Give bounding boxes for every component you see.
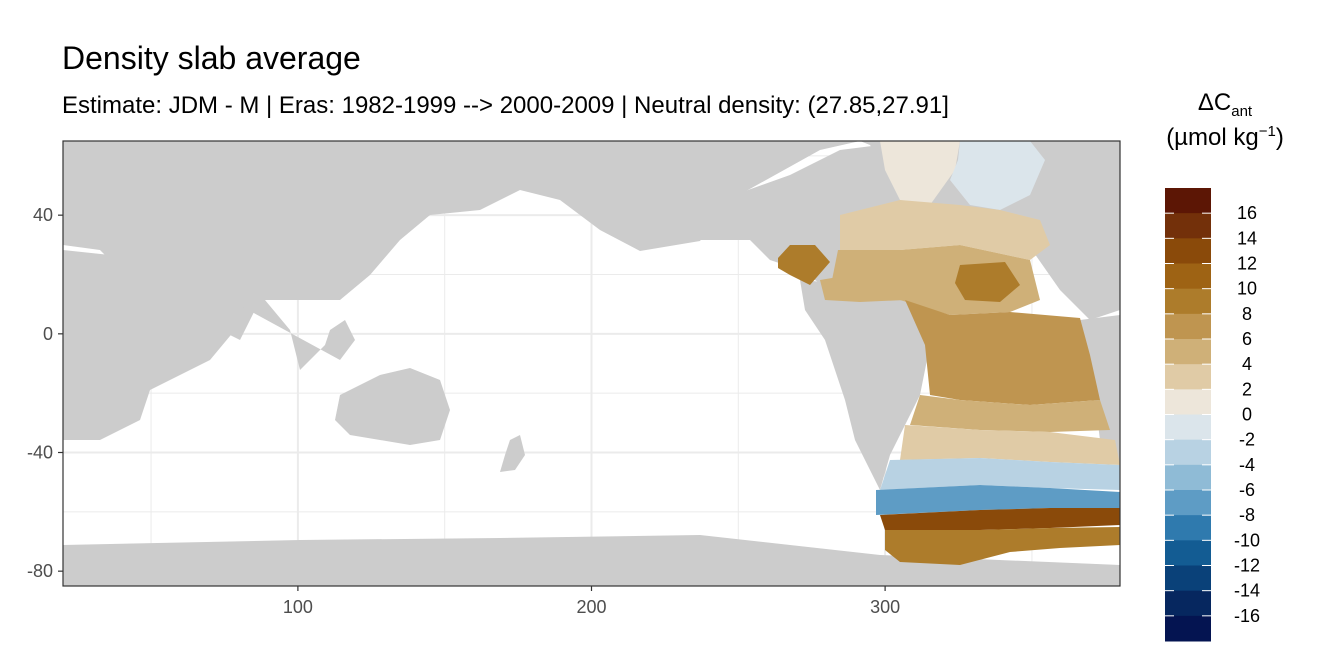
legend-swatch-1 [1165,213,1211,239]
ocean-cell-8 [910,395,1110,432]
legend-swatch-5 [1165,313,1211,340]
legend-label-9: -2 [1239,430,1255,450]
ocean-cell-9 [900,425,1120,465]
land-europe [1025,160,1120,320]
ocean-cell-7 [905,300,1100,405]
legend-label-0: 16 [1237,203,1257,223]
legend-label-13: -10 [1234,530,1260,550]
land-australia [335,368,450,445]
chart-subtitle: Estimate: JDM - M | Eras: 1982-1999 --> … [62,92,949,119]
legend-variable: ΔCant [1197,89,1253,120]
legend-label-5: 6 [1242,329,1252,349]
legend-swatch-8 [1165,389,1211,415]
land-africa-arabia [63,250,235,440]
ocean-cell-1 [950,141,1045,210]
ocean-cell-10 [880,458,1120,490]
ocean-cell-13 [885,527,1120,565]
legend-swatch-11 [1165,464,1211,491]
legend-swatch-15 [1165,565,1211,592]
land-north-america [690,145,910,290]
land-south-america [800,280,930,490]
land-antarctica [63,535,1120,586]
y-tick-label-0: 40 [33,205,53,225]
land-new-zealand [500,435,525,472]
legend-swatch-17 [1165,615,1211,642]
legend-swatch-3 [1165,263,1211,290]
legend-label-2: 12 [1237,254,1257,274]
ocean-cell-3 [778,245,830,285]
legend: 16 14 12 10 8 6 4 2 0 -2 -4 -6 -8 -10 -12 -14 -16 [1165,188,1260,642]
legend-swatch-9 [1165,414,1211,441]
ocean-data-layer [778,141,1120,565]
legend-swatch-16 [1165,590,1211,617]
legend-label-11: -6 [1239,480,1255,500]
ocean-cell-12 [880,508,1120,530]
legend-swatch-14 [1165,540,1211,566]
land-north-pacific-rim [63,141,1120,340]
legend-label-12: -8 [1239,505,1255,525]
map-layer [63,141,1120,586]
y-axis: 40 0 -40 -80 [27,205,63,581]
legend-swatch-7 [1165,364,1211,390]
x-tick-label-2: 300 [870,597,900,617]
legend-swatch-12 [1165,490,1211,516]
legend-label-1: 14 [1237,228,1257,248]
ocean-cell-0 [880,141,960,205]
legend-label-6: 4 [1242,354,1252,374]
legend-label-14: -12 [1234,556,1260,576]
legend-swatch-13 [1165,515,1211,541]
legend-swatch-4 [1165,288,1211,315]
legend-label-4: 8 [1242,304,1252,324]
land-southern-africa [1080,315,1120,465]
legend-label-3: 10 [1237,279,1257,299]
legend-swatch-2 [1165,238,1211,264]
ocean-cell-2 [840,200,1050,260]
ocean-cell-11 [876,485,1120,515]
x-tick-label-1: 200 [576,597,606,617]
legend-swatch-10 [1165,439,1211,466]
legend-label-15: -14 [1234,581,1260,601]
land-india-se-asia [230,300,355,370]
x-axis: 100 200 300 [283,586,900,617]
x-tick-label-0: 100 [283,597,313,617]
chart-title: Density slab average [62,40,361,76]
legend-label-8: 0 [1242,405,1252,425]
legend-label-16: -16 [1234,606,1260,626]
legend-swatch-0 [1165,188,1211,214]
legend-unit: (µmol kg−1) [1166,122,1284,151]
ocean-cell-6 [955,262,1020,302]
legend-swatch-6 [1165,339,1211,365]
legend-label-10: -4 [1239,455,1255,475]
land-layer [63,141,1120,586]
legend-title: ΔCant (µmol kg−1) [1150,86,1300,156]
y-tick-label-1: 0 [43,324,53,344]
y-tick-label-3: -80 [27,561,53,581]
legend-label-7: 2 [1242,379,1252,399]
y-tick-label-2: -40 [27,443,53,463]
